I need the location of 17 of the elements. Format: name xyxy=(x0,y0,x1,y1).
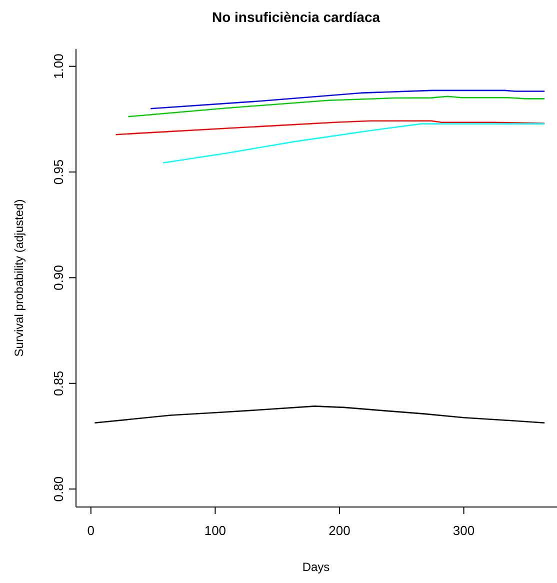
line-series xyxy=(150,90,546,110)
y-tick-label: 0.95 xyxy=(51,159,66,185)
x-tick-label: 100 xyxy=(204,523,226,538)
line-series xyxy=(115,120,546,136)
line-series xyxy=(162,123,546,164)
y-tick-label: 0.90 xyxy=(51,265,66,290)
line-series xyxy=(128,96,546,118)
chart-title: No insuficiència cardíaca xyxy=(210,9,382,25)
x-tick-label: 0 xyxy=(87,523,95,538)
x-axis-title: Days xyxy=(301,560,331,574)
y-tick-label: 1.00 xyxy=(51,54,66,79)
x-tick-label: 300 xyxy=(452,523,475,538)
y-axis-title: Survival probability (adjusted) xyxy=(12,199,26,357)
line-series xyxy=(94,406,546,424)
y-tick-label: 0.80 xyxy=(51,476,66,502)
x-tick-label: 200 xyxy=(328,523,350,538)
y-tick-label: 0.85 xyxy=(51,370,66,396)
